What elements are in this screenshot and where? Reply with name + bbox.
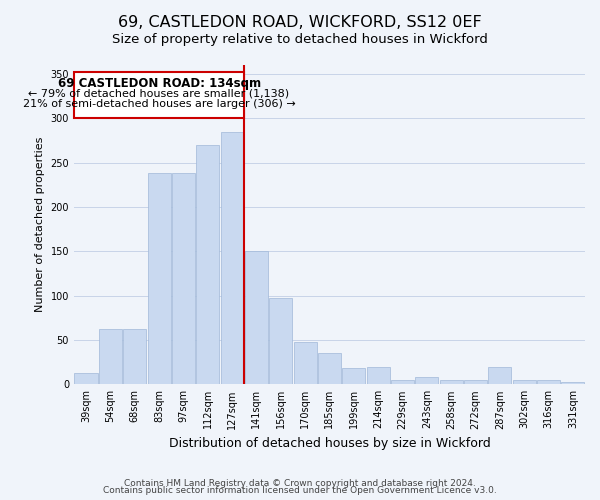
Bar [221, 132, 244, 384]
Bar [391, 380, 414, 384]
Bar [512, 380, 536, 384]
Bar [537, 380, 560, 384]
Bar [318, 354, 341, 384]
Text: Contains public sector information licensed under the Open Government Licence v3: Contains public sector information licen… [103, 486, 497, 495]
Text: 69, CASTLEDON ROAD, WICKFORD, SS12 0EF: 69, CASTLEDON ROAD, WICKFORD, SS12 0EF [118, 15, 482, 30]
X-axis label: Distribution of detached houses by size in Wickford: Distribution of detached houses by size … [169, 437, 490, 450]
Text: 69 CASTLEDON ROAD: 134sqm: 69 CASTLEDON ROAD: 134sqm [58, 76, 260, 90]
Bar [172, 173, 195, 384]
Bar [293, 342, 317, 384]
Bar [415, 377, 439, 384]
Bar [464, 380, 487, 384]
Bar [440, 380, 463, 384]
Bar [488, 366, 511, 384]
Bar [561, 382, 584, 384]
Y-axis label: Number of detached properties: Number of detached properties [35, 137, 45, 312]
FancyBboxPatch shape [74, 72, 244, 118]
Bar [99, 330, 122, 384]
Bar [245, 252, 268, 384]
Bar [196, 145, 220, 384]
Text: ← 79% of detached houses are smaller (1,138): ← 79% of detached houses are smaller (1,… [29, 88, 290, 98]
Text: 21% of semi-detached houses are larger (306) →: 21% of semi-detached houses are larger (… [23, 98, 295, 108]
Bar [148, 173, 170, 384]
Bar [123, 330, 146, 384]
Bar [74, 373, 98, 384]
Bar [342, 368, 365, 384]
Text: Size of property relative to detached houses in Wickford: Size of property relative to detached ho… [112, 32, 488, 46]
Bar [269, 298, 292, 384]
Bar [367, 366, 389, 384]
Text: Contains HM Land Registry data © Crown copyright and database right 2024.: Contains HM Land Registry data © Crown c… [124, 478, 476, 488]
